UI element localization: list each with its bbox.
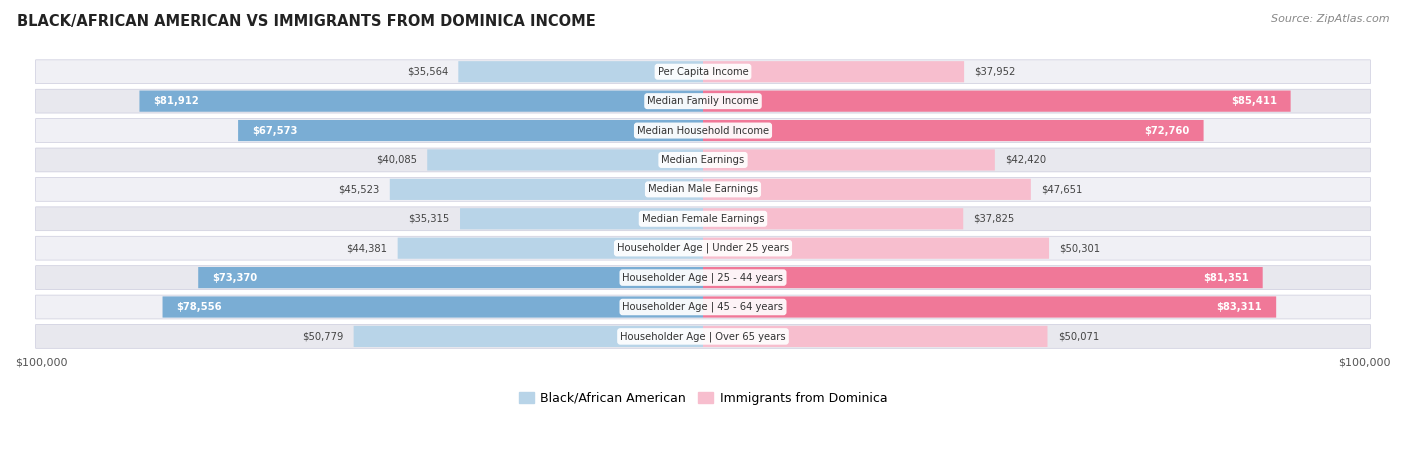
FancyBboxPatch shape	[703, 326, 1047, 347]
Text: $40,085: $40,085	[375, 155, 418, 165]
FancyBboxPatch shape	[703, 267, 1263, 288]
FancyBboxPatch shape	[35, 236, 1371, 260]
Text: $42,420: $42,420	[1005, 155, 1046, 165]
FancyBboxPatch shape	[703, 91, 1291, 112]
Text: Median Male Earnings: Median Male Earnings	[648, 184, 758, 194]
FancyBboxPatch shape	[35, 325, 1371, 348]
Text: $35,564: $35,564	[406, 67, 449, 77]
Text: $35,315: $35,315	[409, 214, 450, 224]
FancyBboxPatch shape	[458, 61, 703, 82]
Text: Median Family Income: Median Family Income	[647, 96, 759, 106]
FancyBboxPatch shape	[703, 120, 1204, 141]
Text: $78,556: $78,556	[176, 302, 222, 312]
FancyBboxPatch shape	[35, 119, 1371, 142]
FancyBboxPatch shape	[703, 238, 1049, 259]
FancyBboxPatch shape	[703, 208, 963, 229]
Text: Median Household Income: Median Household Income	[637, 126, 769, 135]
Text: $85,411: $85,411	[1230, 96, 1277, 106]
FancyBboxPatch shape	[238, 120, 703, 141]
Text: Householder Age | Over 65 years: Householder Age | Over 65 years	[620, 331, 786, 342]
Text: $45,523: $45,523	[339, 184, 380, 194]
FancyBboxPatch shape	[703, 179, 1031, 200]
Text: $73,370: $73,370	[212, 273, 257, 283]
FancyBboxPatch shape	[35, 207, 1371, 231]
Text: $50,779: $50,779	[302, 332, 343, 341]
FancyBboxPatch shape	[398, 238, 703, 259]
Text: $81,351: $81,351	[1204, 273, 1249, 283]
Text: $37,952: $37,952	[974, 67, 1015, 77]
Text: $50,301: $50,301	[1059, 243, 1101, 253]
Text: Median Earnings: Median Earnings	[661, 155, 745, 165]
FancyBboxPatch shape	[163, 297, 703, 318]
FancyBboxPatch shape	[35, 266, 1371, 290]
FancyBboxPatch shape	[198, 267, 703, 288]
Text: $37,825: $37,825	[973, 214, 1015, 224]
Text: Householder Age | Under 25 years: Householder Age | Under 25 years	[617, 243, 789, 254]
Text: Median Female Earnings: Median Female Earnings	[641, 214, 765, 224]
FancyBboxPatch shape	[139, 91, 703, 112]
Text: $47,651: $47,651	[1042, 184, 1083, 194]
FancyBboxPatch shape	[460, 208, 703, 229]
Text: $100,000: $100,000	[15, 357, 67, 367]
Text: BLACK/AFRICAN AMERICAN VS IMMIGRANTS FROM DOMINICA INCOME: BLACK/AFRICAN AMERICAN VS IMMIGRANTS FRO…	[17, 14, 596, 29]
FancyBboxPatch shape	[389, 179, 703, 200]
Text: $44,381: $44,381	[346, 243, 387, 253]
Text: $72,760: $72,760	[1144, 126, 1189, 135]
FancyBboxPatch shape	[703, 61, 965, 82]
FancyBboxPatch shape	[354, 326, 703, 347]
Text: $83,311: $83,311	[1216, 302, 1263, 312]
FancyBboxPatch shape	[703, 297, 1277, 318]
FancyBboxPatch shape	[35, 295, 1371, 319]
Text: $67,573: $67,573	[252, 126, 297, 135]
Legend: Black/African American, Immigrants from Dominica: Black/African American, Immigrants from …	[513, 387, 893, 410]
Text: Householder Age | 25 - 44 years: Householder Age | 25 - 44 years	[623, 272, 783, 283]
Text: $100,000: $100,000	[1339, 357, 1391, 367]
FancyBboxPatch shape	[35, 60, 1371, 84]
FancyBboxPatch shape	[35, 148, 1371, 172]
FancyBboxPatch shape	[703, 149, 995, 170]
Text: $50,071: $50,071	[1057, 332, 1099, 341]
FancyBboxPatch shape	[35, 89, 1371, 113]
Text: Per Capita Income: Per Capita Income	[658, 67, 748, 77]
FancyBboxPatch shape	[427, 149, 703, 170]
FancyBboxPatch shape	[35, 177, 1371, 201]
Text: Source: ZipAtlas.com: Source: ZipAtlas.com	[1271, 14, 1389, 24]
Text: Householder Age | 45 - 64 years: Householder Age | 45 - 64 years	[623, 302, 783, 312]
Text: $81,912: $81,912	[153, 96, 200, 106]
